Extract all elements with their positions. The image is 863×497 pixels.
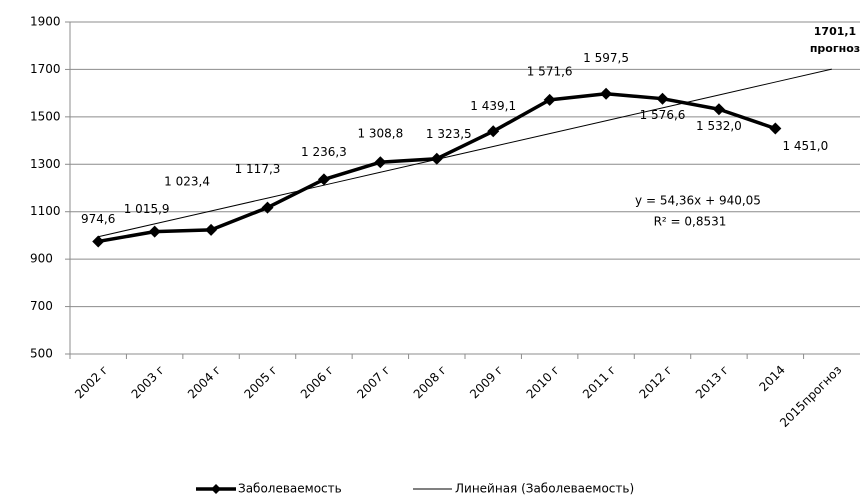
data-label: 974,6 — [81, 212, 115, 226]
x-tick-label: 2009 г — [467, 363, 506, 402]
data-marker — [487, 125, 500, 138]
data-marker — [148, 225, 161, 238]
y-tick-label: 700 — [30, 299, 53, 313]
y-tick-label: 1500 — [30, 109, 61, 123]
data-marker — [543, 93, 556, 106]
y-tick-label: 1700 — [30, 62, 61, 76]
data-label: 1 439,1 — [470, 99, 516, 113]
data-marker — [317, 173, 330, 186]
data-marker — [656, 92, 669, 105]
x-tick-label: 2008 г — [411, 363, 450, 402]
x-tick-label: 2003 г — [129, 363, 168, 402]
equation: y = 54,36x + 940,05 — [635, 194, 761, 208]
legend-marker — [211, 484, 221, 494]
data-marker — [92, 235, 105, 248]
x-tick-label: 2007 г — [354, 363, 393, 402]
legend-label: Заболеваемость — [238, 482, 342, 496]
x-tick-label: 2013 г — [693, 363, 732, 402]
data-label: 1 323,5 — [426, 127, 472, 141]
data-marker — [769, 122, 782, 135]
r-squared: R² = 0,8531 — [654, 215, 727, 229]
data-label: 1 236,3 — [301, 145, 347, 159]
y-tick-label: 1900 — [30, 15, 61, 29]
x-tick-label: 2012 г — [636, 363, 675, 402]
data-marker — [600, 87, 613, 100]
x-tick-label: 2006 г — [298, 363, 337, 402]
data-marker — [712, 103, 725, 116]
data-marker — [261, 201, 274, 214]
x-tick-label: 2005 г — [241, 363, 280, 402]
data-label: 1 117,3 — [235, 162, 281, 176]
data-marker — [374, 156, 387, 169]
data-label: 1 597,5 — [583, 51, 629, 65]
x-tick-label: 2014 — [756, 363, 787, 394]
data-label: 1 015,9 — [124, 202, 170, 216]
data-label: 1 576,6 — [640, 108, 686, 122]
data-label: 1 451,0 — [782, 139, 828, 153]
x-tick-label: 2002 г — [72, 363, 111, 402]
trend-line — [98, 68, 832, 238]
data-label: 1 308,8 — [357, 127, 403, 141]
data-label: 1 571,6 — [527, 64, 573, 78]
data-label: 1 532,0 — [696, 119, 742, 133]
data-label: 1 023,4 — [164, 174, 210, 188]
data-marker — [430, 152, 443, 165]
annotation: прогноз — [810, 42, 860, 55]
data-marker — [205, 223, 218, 236]
annotation: 1701,1 — [814, 25, 856, 38]
x-tick-label: 2011 г — [580, 363, 619, 402]
y-tick-label: 900 — [30, 252, 53, 266]
y-tick-label: 1300 — [30, 157, 61, 171]
y-tick-label: 500 — [30, 347, 53, 361]
legend-label: Линейная (Заболеваемость) — [455, 482, 634, 496]
y-tick-label: 1100 — [30, 204, 61, 218]
x-tick-label: 2004 г — [185, 363, 224, 402]
x-tick-label: 2010 г — [524, 363, 563, 402]
